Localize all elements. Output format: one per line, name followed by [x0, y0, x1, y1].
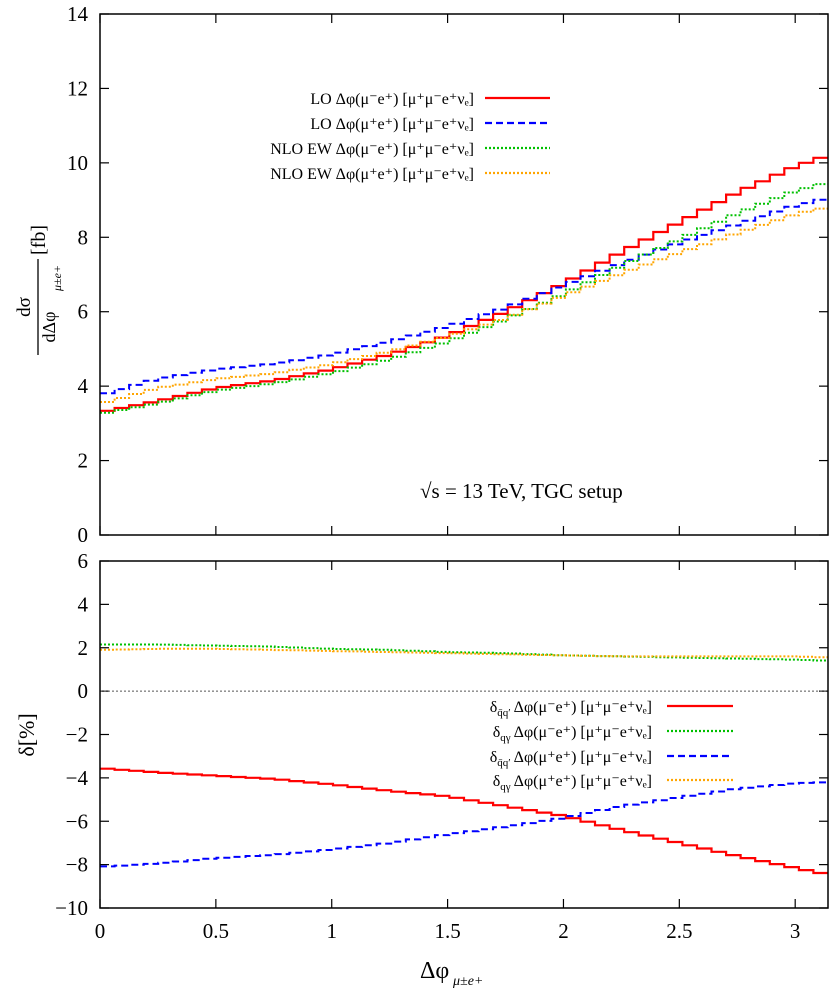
ylabel-denominator: dΔφ: [39, 312, 59, 343]
ylabel-unit: [fb]: [28, 225, 50, 255]
y-tick-label: 10: [67, 151, 88, 175]
series-line-0: [100, 156, 828, 412]
legend-label: δq̄q′ Δφ(μ⁺e⁺) [μ⁺μ⁻e⁺νₑ]: [490, 749, 652, 769]
y-tick-label: 12: [67, 76, 88, 100]
y-tick-label: 2: [78, 636, 89, 660]
y-tick-label: −10: [55, 896, 88, 920]
series-line-1: [100, 643, 828, 662]
legend-delta: δ: [493, 773, 501, 790]
legend-label: δqγ Δφ(μ⁻e⁺) [μ⁺μ⁻e⁺νₑ]: [493, 724, 652, 744]
y-tick-label: 0: [78, 523, 89, 547]
series-line-0: [100, 767, 828, 875]
x-tick-label: 0.5: [203, 919, 229, 943]
x-tick-label: 3: [790, 919, 801, 943]
x-tick-label: 2.5: [666, 919, 692, 943]
legend-text: Δφ(μ⁺e⁺) [μ⁺μ⁻e⁺νₑ]: [514, 749, 652, 766]
y-tick-label: −8: [66, 853, 88, 877]
annotation: √s = 13 TeV, TGC setup: [420, 479, 623, 503]
xlabel-main: Δφ: [420, 958, 449, 984]
y-tick-label: 14: [67, 2, 89, 26]
legend-delta: δ: [490, 749, 498, 766]
ylabel-denominator-sub: μ±e+: [50, 265, 64, 292]
x-tick-label: 1.5: [434, 919, 460, 943]
legend-label: LO Δφ(μ⁻e⁺) [μ⁺μ⁻e⁺νₑ]: [310, 91, 474, 108]
legend-text: Δφ(μ⁻e⁺) [μ⁺μ⁻e⁺νₑ]: [514, 699, 652, 716]
ylabel-numerator: dσ: [14, 297, 35, 317]
x-tick-label: 1: [326, 919, 337, 943]
series-line-2: [100, 183, 828, 414]
legend-text: Δφ(μ⁻e⁺) [μ⁺μ⁻e⁺νₑ]: [514, 724, 652, 741]
legend-subscript: qγ: [500, 781, 511, 793]
x-tick-label: 2: [558, 919, 569, 943]
y-tick-label: 2: [78, 449, 89, 473]
plot-frame: [99, 13, 829, 536]
legend-label: δq̄q′ Δφ(μ⁻e⁺) [μ⁺μ⁻e⁺νₑ]: [490, 699, 652, 719]
x-tick-label: 0: [95, 919, 106, 943]
xlabel-sub: μ±e+: [452, 974, 483, 989]
y-tick-label: 0: [78, 679, 89, 703]
legend-subscript: q̄q′: [497, 707, 510, 719]
y-tick-label: 6: [78, 549, 89, 573]
series-line-3: [100, 647, 828, 659]
legend-delta: δ: [493, 724, 501, 741]
xlabel: Δφ μ±e+: [420, 958, 483, 989]
y-tick-label: 8: [78, 225, 89, 249]
top-ylabel: dσ dΔφ μ±e+ [fb]: [14, 225, 64, 355]
y-tick-label: 4: [78, 592, 89, 616]
y-tick-label: 4: [78, 374, 89, 398]
legend-label: NLO EW Δφ(μ⁻e⁺) [μ⁺μ⁻e⁺νₑ]: [270, 141, 474, 158]
y-tick-label: −6: [66, 809, 88, 833]
legend-subscript: q̄q′: [497, 757, 510, 769]
plot-frame: [99, 560, 829, 909]
y-tick-label: −2: [66, 723, 88, 747]
legend-text: Δφ(μ⁺e⁺) [μ⁺μ⁻e⁺νₑ]: [514, 773, 652, 790]
legend-label: NLO EW Δφ(μ⁺e⁺) [μ⁺μ⁻e⁺νₑ]: [270, 166, 474, 183]
series-line-1: [100, 198, 828, 395]
y-tick-label: 6: [78, 300, 89, 324]
bottom-ylabel: δ[%]: [14, 713, 39, 756]
series-line-3: [100, 207, 828, 403]
legend-label: δqγ Δφ(μ⁺e⁺) [μ⁺μ⁻e⁺νₑ]: [493, 773, 652, 793]
legend-delta: δ: [490, 699, 498, 716]
y-tick-label: −4: [66, 766, 89, 790]
legend-subscript: qγ: [500, 732, 511, 744]
top-panel: 0 2 4 6 8 10 12 14 LO Δφ(μ⁻e⁺) [μ⁺μ⁻e⁺νₑ] LO Δφ(μ…: [67, 2, 829, 547]
series-line-2: [100, 781, 828, 868]
legend-label: LO Δφ(μ⁺e⁺) [μ⁺μ⁻e⁺νₑ]: [310, 116, 474, 133]
